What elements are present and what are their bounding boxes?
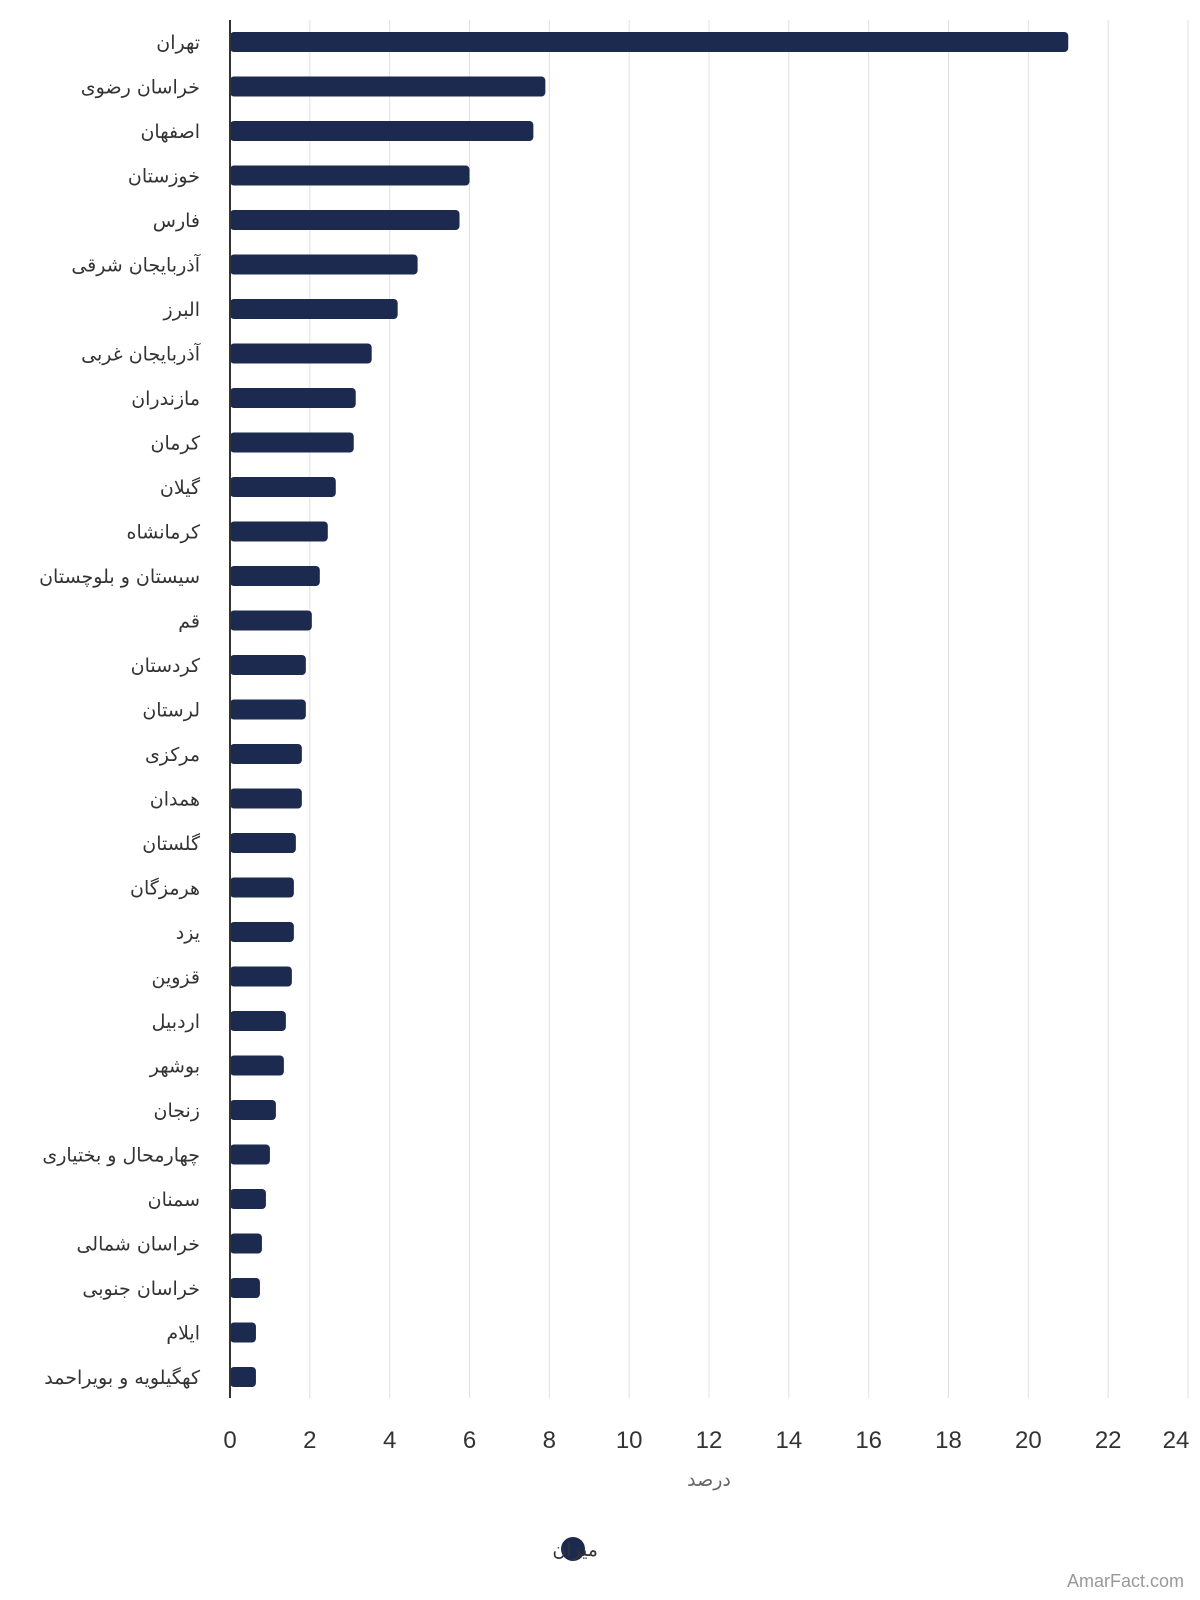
category-label: بوشهر bbox=[149, 1056, 200, 1078]
category-label: خراسان رضوی bbox=[81, 77, 200, 99]
bar[interactable] bbox=[230, 121, 534, 141]
category-label: آذربایجان غربی bbox=[81, 342, 201, 366]
category-label: تهران bbox=[156, 32, 200, 54]
category-label: همدان bbox=[150, 789, 200, 811]
bar[interactable] bbox=[230, 1233, 262, 1254]
category-label: لرستان bbox=[142, 700, 200, 722]
category-label: کهگیلویه و بویراحمد bbox=[44, 1366, 201, 1389]
category-label: خراسان جنوبی bbox=[82, 1278, 200, 1300]
bar[interactable] bbox=[230, 1367, 256, 1387]
bar[interactable] bbox=[230, 1278, 260, 1298]
credit-text[interactable]: AmarFact.com bbox=[1066, 1571, 1184, 1591]
x-tick-label: 22 bbox=[1095, 1427, 1122, 1454]
category-labels: تهران خراسان رضوی اصفهان خوزستان فارس آذربایج… bbox=[39, 32, 201, 1389]
bar[interactable] bbox=[230, 165, 470, 186]
category-label: مرکزی bbox=[145, 744, 200, 766]
x-tick-label: 24 bbox=[1163, 1427, 1190, 1454]
x-tick-label: 18 bbox=[935, 1427, 962, 1454]
x-tick-label: 8 bbox=[543, 1427, 556, 1454]
bar[interactable] bbox=[230, 566, 320, 586]
bar[interactable] bbox=[230, 655, 306, 675]
x-tick-label: 2 bbox=[303, 1427, 316, 1454]
category-label: کرمان bbox=[151, 433, 201, 455]
category-label: آذربایجان شرقی bbox=[71, 253, 200, 277]
category-label: خوزستان bbox=[128, 166, 200, 188]
bar[interactable] bbox=[230, 1055, 284, 1076]
category-label: خراسان شمالی bbox=[76, 1234, 200, 1256]
gridlines bbox=[309, 20, 1189, 1398]
x-tick-label: 20 bbox=[1015, 1427, 1042, 1454]
bar[interactable] bbox=[230, 833, 296, 853]
category-label: سمنان bbox=[148, 1189, 200, 1211]
bar[interactable] bbox=[230, 32, 1069, 52]
bar[interactable] bbox=[230, 76, 546, 97]
bar[interactable] bbox=[230, 343, 372, 364]
category-label: کرمانشاه bbox=[127, 522, 201, 544]
x-tick-label: 6 bbox=[463, 1427, 476, 1454]
bar[interactable] bbox=[230, 610, 312, 631]
bar[interactable] bbox=[230, 1100, 276, 1120]
x-tick-label: 14 bbox=[775, 1427, 802, 1454]
category-label: اصفهان bbox=[140, 121, 200, 143]
category-label: سیستان و بلوچستان bbox=[39, 566, 200, 588]
x-tick-label: 10 bbox=[616, 1427, 643, 1454]
bars bbox=[230, 32, 1069, 1387]
category-label: اردبیل bbox=[152, 1011, 200, 1033]
x-tick-label: 4 bbox=[383, 1427, 396, 1454]
legend[interactable]: میزان bbox=[552, 1537, 598, 1561]
bar[interactable] bbox=[230, 1189, 266, 1209]
category-label: گیلان bbox=[160, 476, 201, 499]
x-tick-label: 16 bbox=[855, 1427, 882, 1454]
bar[interactable] bbox=[230, 1322, 256, 1343]
category-label: قم bbox=[178, 611, 200, 633]
category-label: چهارمحال و بختیاری bbox=[42, 1145, 200, 1167]
legend-label: میزان bbox=[552, 1539, 598, 1561]
x-tick-label: 12 bbox=[696, 1427, 723, 1454]
category-label: هرمزگان bbox=[130, 877, 200, 900]
bar[interactable] bbox=[230, 299, 398, 319]
bar[interactable] bbox=[230, 877, 294, 898]
category-label: گلستان bbox=[142, 832, 201, 855]
bar[interactable] bbox=[230, 521, 328, 542]
bar[interactable] bbox=[230, 1011, 286, 1031]
legend-swatch bbox=[561, 1537, 585, 1561]
category-label: کردستان bbox=[131, 655, 201, 677]
category-label: قزوین bbox=[152, 967, 201, 989]
category-label: یزد bbox=[176, 922, 200, 944]
bar[interactable] bbox=[230, 477, 336, 497]
category-label: زنجان bbox=[154, 1100, 200, 1122]
bar[interactable] bbox=[230, 788, 302, 809]
bar[interactable] bbox=[230, 254, 418, 275]
bar[interactable] bbox=[230, 210, 460, 230]
bar[interactable] bbox=[230, 744, 302, 764]
category-label: ایلام bbox=[166, 1323, 200, 1345]
bar[interactable] bbox=[230, 1144, 270, 1165]
x-tick-label: 0 bbox=[223, 1427, 236, 1454]
category-label: البرز bbox=[163, 299, 200, 321]
x-axis-title: درصد bbox=[687, 1469, 731, 1491]
bar[interactable] bbox=[230, 922, 294, 942]
bar[interactable] bbox=[230, 966, 292, 987]
bar[interactable] bbox=[230, 699, 306, 720]
category-label: فارس bbox=[153, 210, 200, 232]
category-label: مازندران bbox=[131, 388, 200, 410]
bar[interactable] bbox=[230, 388, 356, 408]
x-tick-labels: 0 2 4 6 8 10 12 14 16 18 20 22 24 bbox=[223, 1427, 1189, 1454]
bar[interactable] bbox=[230, 432, 354, 453]
